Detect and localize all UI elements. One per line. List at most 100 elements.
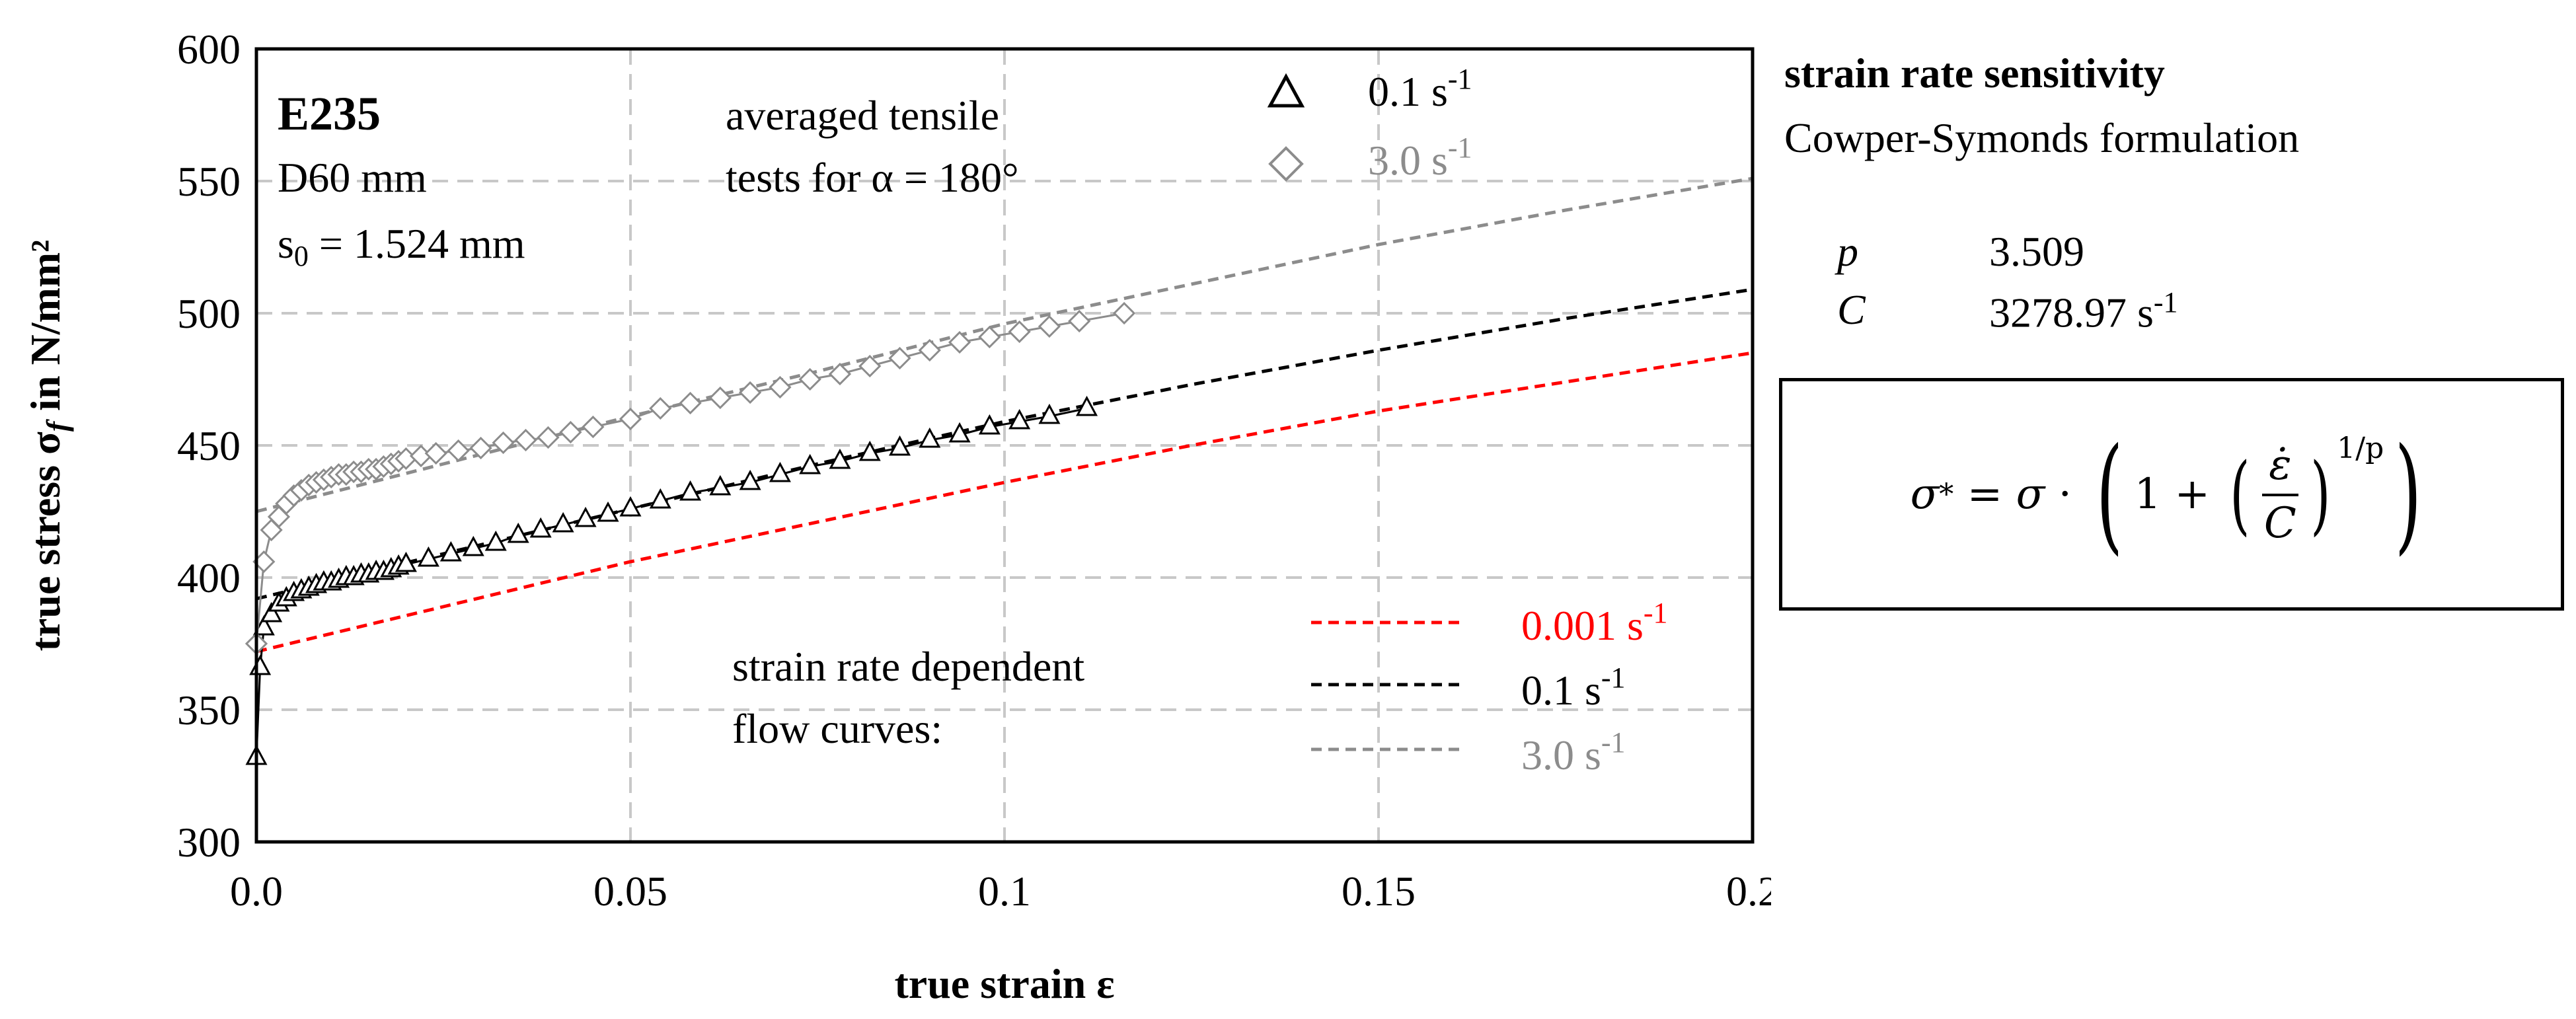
test-data-line bbox=[255, 312, 1125, 644]
test-point-diamond bbox=[559, 420, 582, 444]
y-tick-label: 550 bbox=[177, 158, 241, 205]
flow-curve-line bbox=[256, 176, 1753, 513]
cowper-symonds-formula: σ * = σ · ( 1 + ( ε̇ C ) 1/p ) bbox=[1782, 381, 2561, 607]
plot-frame bbox=[254, 47, 1755, 844]
test-point-triangle bbox=[462, 535, 484, 556]
test-point-triangle bbox=[619, 496, 642, 517]
y-axis-title: true stress σf in N/mm² bbox=[22, 240, 74, 652]
test-point-triangle bbox=[679, 480, 702, 501]
test-point-triangle bbox=[739, 469, 761, 490]
c-value: 3278.97 s-1 bbox=[1989, 286, 2178, 336]
test-point-triangle bbox=[978, 414, 1001, 435]
test-point-triangle bbox=[829, 448, 851, 469]
thickness-label: s0 = 1.524 mm bbox=[278, 220, 525, 272]
line-legend: 0.001 s-1 0.1 s-1 3.0 s-1 bbox=[1311, 597, 1668, 778]
tests-label-line1: averaged tensile bbox=[726, 92, 999, 139]
test-point-diamond bbox=[738, 381, 762, 404]
test-point-triangle bbox=[249, 654, 272, 675]
test-point-diamond bbox=[978, 325, 1001, 349]
test-point-diamond bbox=[619, 407, 642, 431]
legend-0.1-marker-label: 0.1 s-1 bbox=[1368, 63, 1472, 115]
test-point-diamond bbox=[918, 338, 941, 362]
test-point-triangle bbox=[507, 522, 529, 543]
test-point-triangle bbox=[799, 453, 821, 474]
x-tick-label: 0.15 bbox=[1342, 868, 1416, 915]
y-tick-label: 600 bbox=[177, 26, 241, 73]
test-point-triangle bbox=[252, 615, 275, 636]
series-layer bbox=[245, 176, 1753, 765]
test-point-triangle bbox=[709, 474, 732, 496]
p-symbol: p bbox=[1837, 228, 1858, 275]
formula-sigma: σ bbox=[2016, 470, 2045, 519]
formula-lhs: σ bbox=[1910, 470, 1940, 519]
axis-ticks: 300 350 400 450 500 550 600 0.0 0.05 0.1 0.15 0.2 bbox=[177, 26, 1771, 915]
cowper-symonds-subtitle: Cowper-Symonds formulation bbox=[1784, 114, 2300, 161]
formula-numerator: ε̇ bbox=[2262, 441, 2298, 496]
test-point-diamond bbox=[798, 367, 821, 391]
formula-fraction: ε̇ C bbox=[2262, 441, 2298, 548]
formula-dot: · bbox=[2045, 470, 2086, 519]
legend-diamond-marker bbox=[1268, 146, 1304, 182]
test-point-triangle bbox=[1076, 395, 1098, 416]
test-point-triangle bbox=[484, 530, 507, 551]
test-point-diamond bbox=[649, 396, 672, 420]
test-point-diamond bbox=[1112, 301, 1136, 325]
test-point-triangle bbox=[417, 546, 439, 567]
x-tick-label: 0.05 bbox=[593, 868, 667, 915]
legend-0.001-label: 0.001 s-1 bbox=[1521, 597, 1668, 649]
test-point-triangle bbox=[919, 427, 941, 448]
formula-denominator: C bbox=[2263, 499, 2296, 548]
test-point-diamond bbox=[492, 431, 515, 455]
x-axis-title: true strain ε bbox=[894, 960, 1114, 1007]
legend-3.0-marker-label: 3.0 s-1 bbox=[1368, 132, 1472, 184]
test-point-triangle bbox=[529, 517, 552, 538]
flow-curve-chart: 300 350 400 450 500 550 600 0.0 0.05 0.1 0.15 0.2 t… bbox=[22, 26, 1771, 1007]
test-point-triangle bbox=[439, 541, 462, 562]
formula-inner-open-paren: ( bbox=[2230, 444, 2251, 545]
test-point-triangle bbox=[889, 435, 911, 456]
formula-close-paren: ) bbox=[2394, 421, 2422, 567]
sensitivity-title: strain rate sensitivity bbox=[1784, 50, 2165, 96]
test-point-diamond bbox=[447, 439, 470, 463]
test-point-diamond bbox=[769, 375, 792, 399]
formula-exponent: 1/p bbox=[2337, 431, 2384, 465]
tests-label-line2: tests for α = 180° bbox=[726, 154, 1019, 201]
formula-one: 1 + bbox=[2134, 470, 2224, 519]
test-point-triangle bbox=[769, 461, 791, 482]
test-point-triangle bbox=[597, 501, 619, 522]
test-point-diamond bbox=[948, 330, 971, 354]
test-point-triangle bbox=[260, 601, 283, 623]
marker-legend: 0.1 s-1 3.0 s-1 bbox=[1267, 63, 1472, 184]
test-point-diamond bbox=[1038, 315, 1061, 338]
c-symbol: C bbox=[1837, 286, 1866, 333]
p-value: 3.509 bbox=[1989, 228, 2084, 275]
test-point-diamond bbox=[582, 415, 605, 439]
legend-triangle-marker bbox=[1267, 73, 1305, 108]
formula-inner-close-paren: ) bbox=[2310, 444, 2331, 545]
material-label: E235 bbox=[278, 87, 381, 140]
test-point-diamond bbox=[708, 386, 732, 410]
test-point-diamond bbox=[888, 346, 911, 370]
x-tick-label: 0.0 bbox=[230, 868, 283, 915]
test-point-triangle bbox=[1008, 408, 1031, 430]
gridlines bbox=[256, 49, 1753, 842]
test-point-diamond bbox=[1068, 309, 1091, 333]
test-point-diamond bbox=[514, 428, 537, 452]
test-point-triangle bbox=[1038, 403, 1061, 424]
test-point-diamond bbox=[424, 441, 447, 465]
y-tick-label: 300 bbox=[177, 819, 241, 866]
curves-label-line2: flow curves: bbox=[732, 705, 942, 752]
formula-box: σ * = σ · ( 1 + ( ε̇ C ) 1/p ) bbox=[1779, 378, 2564, 611]
flow-curve-line bbox=[256, 287, 1753, 601]
y-tick-label: 400 bbox=[177, 554, 241, 601]
flow-curve-line bbox=[256, 351, 1753, 654]
y-tick-label: 350 bbox=[177, 687, 241, 734]
test-point-diamond bbox=[1008, 320, 1031, 344]
formula-open-paren: ( bbox=[2096, 421, 2123, 567]
test-point-diamond bbox=[537, 426, 560, 449]
y-tick-label: 500 bbox=[177, 290, 241, 337]
test-point-diamond bbox=[469, 436, 492, 460]
test-point-triangle bbox=[649, 488, 671, 509]
test-point-triangle bbox=[574, 506, 597, 527]
test-point-triangle bbox=[395, 551, 417, 572]
